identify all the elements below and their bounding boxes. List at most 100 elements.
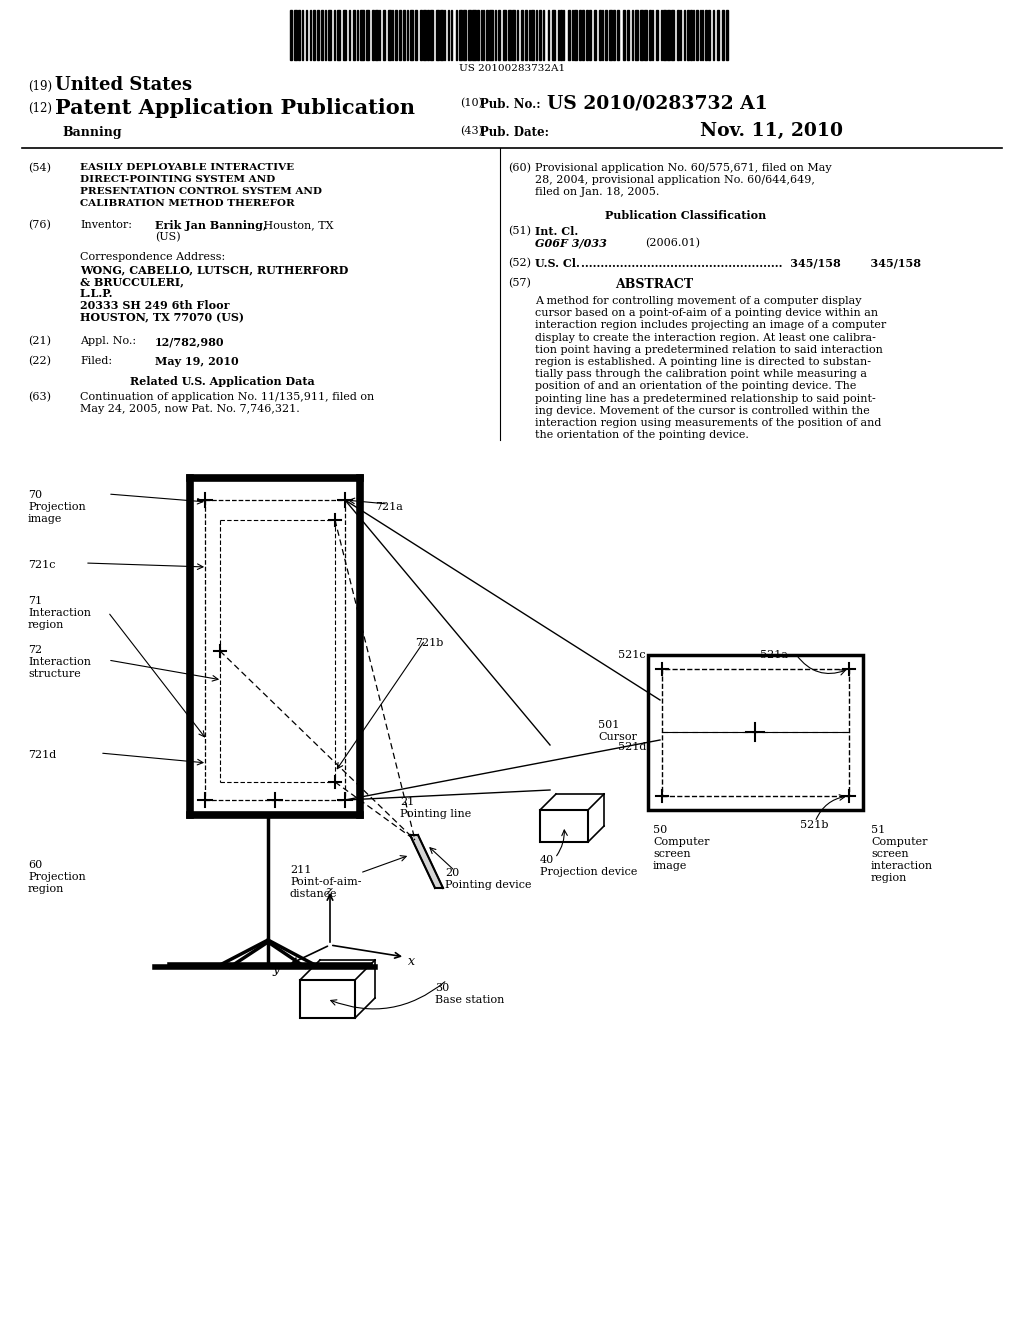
Bar: [726, 11, 728, 59]
Text: Appl. No.:: Appl. No.:: [80, 337, 136, 346]
Bar: [486, 11, 488, 59]
Text: (52): (52): [508, 257, 531, 268]
Bar: [684, 11, 685, 59]
Text: (2006.01): (2006.01): [645, 238, 700, 248]
Bar: [310, 11, 311, 59]
Bar: [652, 11, 653, 59]
Text: U.S. Cl.                                                                        : U.S. Cl.: [535, 257, 921, 269]
Bar: [456, 11, 457, 59]
Text: 40: 40: [540, 855, 554, 865]
Bar: [623, 11, 625, 59]
Bar: [317, 11, 319, 59]
Text: Provisional application No. 60/575,671, filed on May: Provisional application No. 60/575,671, …: [535, 162, 831, 173]
Text: (60): (60): [508, 162, 531, 173]
Bar: [343, 11, 346, 59]
Bar: [294, 11, 297, 59]
Bar: [722, 11, 724, 59]
Bar: [709, 11, 710, 59]
Bar: [713, 11, 714, 59]
Bar: [302, 11, 303, 59]
Bar: [411, 11, 414, 59]
Text: ....................................................  345/158: ........................................…: [581, 257, 841, 269]
Text: 721a: 721a: [375, 502, 402, 512]
Bar: [574, 11, 578, 59]
Bar: [548, 11, 549, 59]
Text: 211: 211: [290, 865, 311, 875]
Text: (19): (19): [28, 81, 52, 92]
Text: x: x: [408, 954, 415, 968]
Bar: [701, 11, 703, 59]
Text: Houston, TX: Houston, TX: [260, 220, 334, 230]
Text: 72: 72: [28, 645, 42, 655]
Bar: [509, 11, 511, 59]
Text: region: region: [28, 620, 65, 630]
Bar: [440, 11, 442, 59]
Bar: [298, 11, 300, 59]
Bar: [489, 11, 493, 59]
Text: (10): (10): [460, 98, 483, 108]
Bar: [528, 11, 529, 59]
Bar: [560, 11, 562, 59]
Bar: [403, 11, 404, 59]
Bar: [468, 11, 471, 59]
Bar: [690, 11, 692, 59]
Text: Nov. 11, 2010: Nov. 11, 2010: [700, 121, 843, 140]
Bar: [539, 11, 542, 59]
Text: region: region: [871, 873, 907, 883]
Bar: [563, 11, 564, 59]
Bar: [717, 11, 719, 59]
Text: 521d: 521d: [618, 742, 646, 752]
Bar: [313, 11, 314, 59]
Bar: [472, 11, 475, 59]
Bar: [357, 11, 358, 59]
Text: United States: United States: [55, 77, 193, 94]
Text: Patent Application Publication: Patent Application Publication: [55, 98, 415, 117]
Text: 50: 50: [653, 825, 668, 836]
Bar: [427, 11, 429, 59]
Text: tion point having a predetermined relation to said interaction: tion point having a predetermined relati…: [535, 345, 883, 355]
Text: 20333 SH 249 6th Floor: 20333 SH 249 6th Floor: [80, 300, 229, 312]
Text: Projection: Projection: [28, 502, 86, 512]
Bar: [668, 11, 670, 59]
Bar: [540, 810, 588, 842]
Text: 721c: 721c: [28, 560, 55, 570]
Text: 521c: 521c: [618, 649, 645, 660]
Text: Pointing line: Pointing line: [400, 809, 471, 818]
Text: May 24, 2005, now Pat. No. 7,746,321.: May 24, 2005, now Pat. No. 7,746,321.: [80, 404, 300, 414]
Bar: [337, 11, 340, 59]
Text: Filed:: Filed:: [80, 356, 112, 366]
Bar: [706, 11, 708, 59]
Text: 21: 21: [400, 797, 415, 807]
Bar: [376, 11, 378, 59]
Text: Interaction: Interaction: [28, 609, 91, 618]
Text: (22): (22): [28, 356, 51, 367]
Bar: [636, 11, 638, 59]
Text: Base station: Base station: [435, 995, 505, 1005]
Bar: [483, 11, 484, 59]
Text: & BRUCCULERI,: & BRUCCULERI,: [80, 276, 184, 286]
Text: Point-of-aim-: Point-of-aim-: [290, 876, 361, 887]
Text: interaction: interaction: [871, 861, 933, 871]
Text: 721d: 721d: [28, 750, 56, 760]
Bar: [451, 11, 453, 59]
Text: screen: screen: [653, 849, 690, 859]
Bar: [444, 11, 445, 59]
Bar: [537, 11, 538, 59]
Text: Computer: Computer: [653, 837, 710, 847]
Bar: [552, 11, 555, 59]
Text: interaction region using measurements of the position of and: interaction region using measurements of…: [535, 418, 882, 428]
Bar: [306, 11, 307, 59]
Text: ABSTRACT: ABSTRACT: [615, 279, 693, 290]
Bar: [525, 11, 527, 59]
Text: US 20100283732A1: US 20100283732A1: [459, 63, 565, 73]
Text: Pub. No.:: Pub. No.:: [480, 98, 541, 111]
Text: Interaction: Interaction: [28, 657, 91, 667]
Text: Publication Classification: Publication Classification: [605, 210, 766, 220]
Text: (43): (43): [460, 125, 483, 136]
Bar: [567, 11, 570, 59]
Bar: [430, 11, 433, 59]
Text: 30: 30: [435, 983, 450, 993]
Bar: [495, 11, 496, 59]
Text: (57): (57): [508, 279, 530, 288]
Bar: [348, 11, 350, 59]
